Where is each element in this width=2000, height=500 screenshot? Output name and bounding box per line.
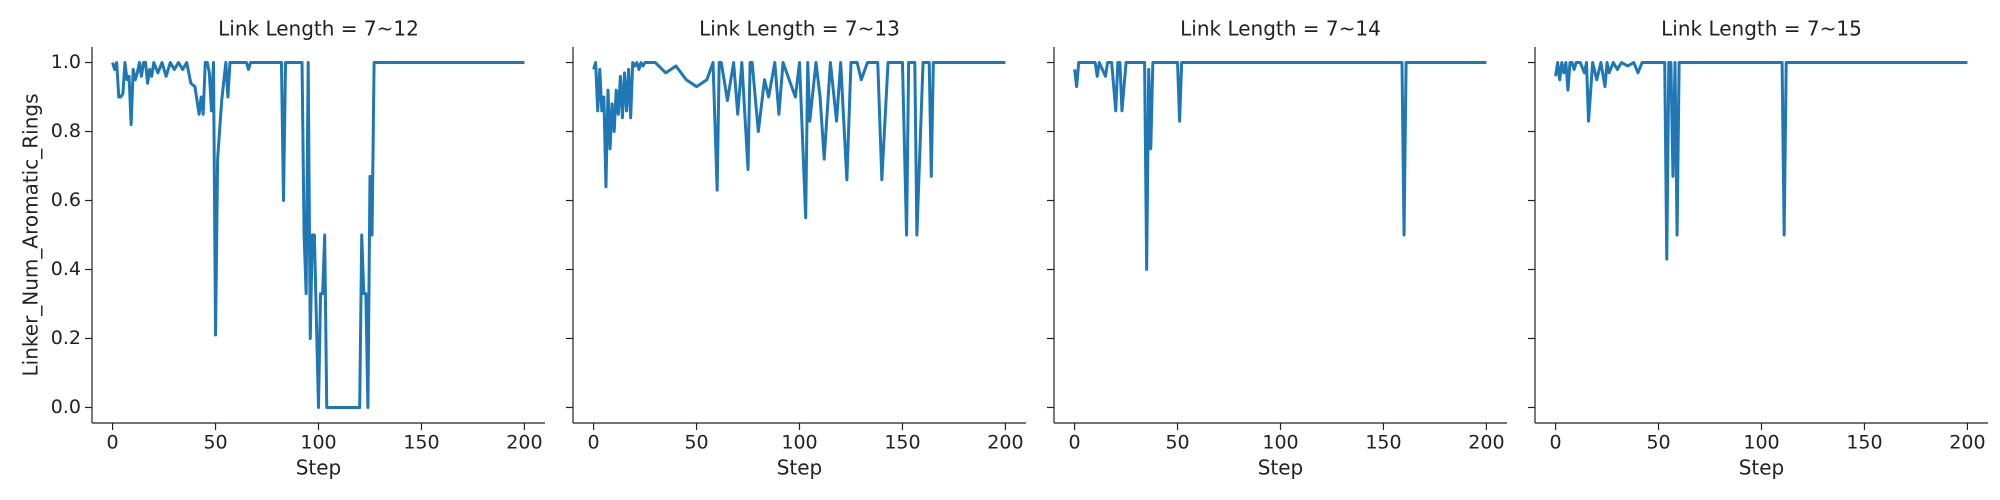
data-line xyxy=(1554,61,1968,261)
x-axis-label: Step xyxy=(777,456,823,480)
x-tick-label: 0 xyxy=(588,432,600,454)
x-axis-label: Step xyxy=(1739,456,1785,480)
data-line xyxy=(592,61,1006,237)
panel-title: Link Length = 7~15 xyxy=(1661,17,1862,41)
x-axis-label: Step xyxy=(296,456,342,480)
data-line xyxy=(1073,61,1487,271)
x-axis-label: Step xyxy=(1258,456,1304,480)
x-tick-label: 200 xyxy=(1468,432,1504,454)
y-tick-label: 0.0 xyxy=(51,396,81,418)
x-tick-label: 0 xyxy=(107,432,119,454)
x-tick-label: 100 xyxy=(781,432,817,454)
x-tick-label: 200 xyxy=(987,432,1023,454)
x-tick-label: 100 xyxy=(300,432,336,454)
x-tick-label: 0 xyxy=(1069,432,1081,454)
x-tick-label: 150 xyxy=(1846,432,1882,454)
x-tick-label: 0 xyxy=(1550,432,1562,454)
x-tick-label: 50 xyxy=(1646,432,1670,454)
y-tick-label: 0.8 xyxy=(51,120,81,142)
x-tick-label: 50 xyxy=(1165,432,1189,454)
x-tick-label: 200 xyxy=(506,432,542,454)
x-tick-label: 150 xyxy=(403,432,439,454)
x-tick-label: 100 xyxy=(1743,432,1779,454)
x-tick-label: 150 xyxy=(1365,432,1401,454)
x-tick-label: 50 xyxy=(684,432,708,454)
panel-title: Link Length = 7~12 xyxy=(218,17,419,41)
y-tick-label: 1.0 xyxy=(51,51,81,73)
x-tick-label: 100 xyxy=(1262,432,1298,454)
x-tick-label: 50 xyxy=(203,432,227,454)
data-line xyxy=(111,61,525,409)
panel-title: Link Length = 7~14 xyxy=(1180,17,1381,41)
x-tick-label: 150 xyxy=(884,432,920,454)
x-tick-label: 200 xyxy=(1949,432,1985,454)
y-tick-label: 0.4 xyxy=(51,258,81,280)
y-tick-label: 0.2 xyxy=(51,327,81,349)
panel-title: Link Length = 7~13 xyxy=(699,17,900,41)
y-axis-label: Linker_Num_Aromatic_Rings xyxy=(19,94,43,377)
y-tick-label: 0.6 xyxy=(51,189,81,211)
